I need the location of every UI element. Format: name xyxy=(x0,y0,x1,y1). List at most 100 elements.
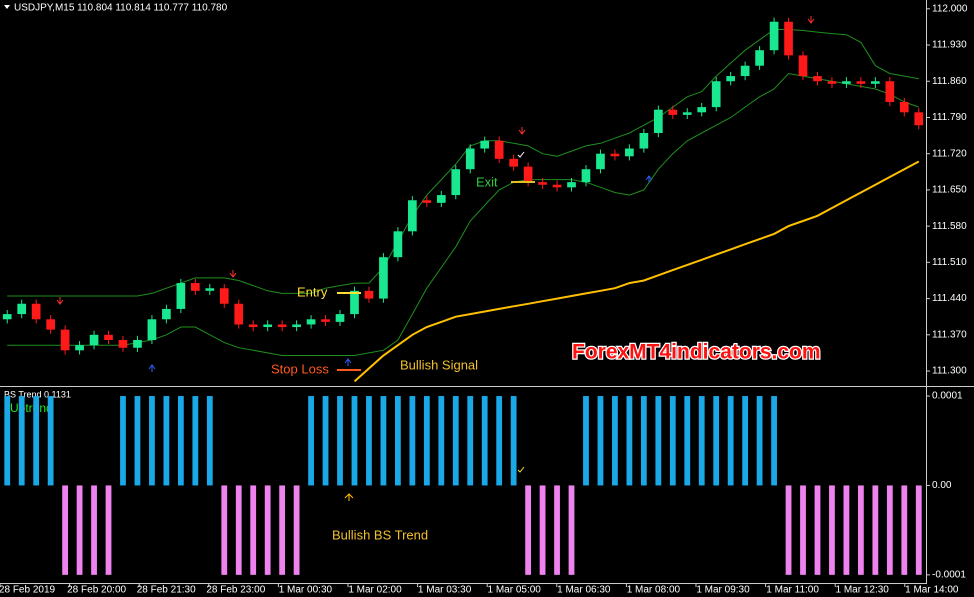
candle-body xyxy=(523,166,533,183)
annotation: Stop Loss xyxy=(271,361,329,376)
candle-body xyxy=(639,132,649,149)
trend-bar xyxy=(814,485,821,575)
candle-body xyxy=(842,81,851,84)
candle-body xyxy=(162,308,171,320)
candle-body xyxy=(31,303,41,320)
candle-body xyxy=(480,140,490,149)
indicator-line xyxy=(353,160,920,383)
candle-body xyxy=(465,148,475,170)
x-tick-label: 1 Mar 08:00 xyxy=(627,585,681,596)
candle-body xyxy=(596,153,605,170)
candle-body xyxy=(711,81,721,108)
y-tick-label: 111.720 xyxy=(932,148,967,159)
candle-body xyxy=(856,81,866,84)
candle-body xyxy=(914,112,924,126)
candle-body xyxy=(610,153,620,157)
trend-bar xyxy=(91,485,97,575)
up-marker xyxy=(344,493,354,501)
candle-body xyxy=(60,329,70,351)
annotation: Entry xyxy=(297,284,328,299)
candle-body xyxy=(538,182,547,185)
trend-bar xyxy=(843,485,850,575)
x-tick-label: 1 Mar 02:00 xyxy=(348,585,402,596)
check-icon xyxy=(517,151,525,158)
trend-bar xyxy=(727,396,734,486)
candle-body xyxy=(393,231,403,258)
candle-body xyxy=(277,324,287,328)
candle-body xyxy=(190,283,200,291)
candle-body xyxy=(682,112,692,115)
y-tick-label: 112.000 xyxy=(932,3,968,14)
trend-bar xyxy=(322,396,329,486)
candle-body xyxy=(248,324,258,328)
trend-bar xyxy=(221,485,228,575)
candle-body xyxy=(871,81,880,84)
x-tick-label: 28 Feb 2019 xyxy=(0,585,56,596)
trend-bar xyxy=(568,485,575,575)
x-tick-label: 28 Feb 23:00 xyxy=(206,585,265,596)
y-tick-label: 111.930 xyxy=(932,40,967,51)
trend-bar xyxy=(47,396,54,486)
trend-bar xyxy=(452,396,459,486)
candle-body xyxy=(118,339,128,348)
trend-bar xyxy=(872,485,879,575)
trend-bar xyxy=(163,396,170,486)
candle-body xyxy=(798,55,808,77)
sell-arrow xyxy=(56,297,64,305)
trend-bar xyxy=(409,396,416,486)
check-icon xyxy=(517,466,525,473)
trend-bar xyxy=(105,485,112,575)
y-tick-label: 111.650 xyxy=(932,185,967,196)
candle-body xyxy=(827,81,837,84)
trend-bar xyxy=(18,396,25,486)
trend-bar xyxy=(351,396,358,486)
candle-body xyxy=(335,314,345,322)
trend-bar xyxy=(264,485,271,575)
trend-bar xyxy=(33,396,40,486)
y-tick-label: 111.580 xyxy=(932,221,967,232)
candle-body xyxy=(755,50,764,66)
candle-body xyxy=(17,303,27,315)
trend-bar xyxy=(467,396,474,486)
annotations: Entry Stop Loss Bullish Signal Exit ForexMT4… xyxy=(271,174,822,542)
x-tick-label: 1 Mar 11:00 xyxy=(766,585,819,596)
candle-body xyxy=(436,195,446,203)
candle-body xyxy=(813,76,822,82)
buy-arrow xyxy=(344,358,352,366)
trend-bar xyxy=(901,485,908,575)
trend-bar xyxy=(62,485,69,575)
trend-bar xyxy=(496,396,503,486)
candle-body xyxy=(552,184,562,188)
trend-bar xyxy=(915,485,922,575)
candle-body xyxy=(784,21,793,56)
y-tick-label: 111.370 xyxy=(932,329,967,340)
candle-body xyxy=(422,200,432,203)
buy-arrow xyxy=(148,364,156,372)
sell-arrow xyxy=(807,16,815,24)
candle-body xyxy=(740,65,750,77)
trend-bar xyxy=(250,485,257,575)
x-tick-label: 28 Feb 21:30 xyxy=(137,585,196,596)
candle-body xyxy=(205,288,215,291)
candle-body xyxy=(581,169,591,183)
trend-bar xyxy=(206,396,213,486)
indicator-line xyxy=(7,72,919,356)
candle-body xyxy=(379,257,388,299)
trend-label: Uptrend xyxy=(10,401,53,415)
candle-body xyxy=(176,283,186,309)
x-tick-label: 1 Mar 05:00 xyxy=(488,585,542,596)
candle-body xyxy=(263,324,273,328)
candle-body xyxy=(364,290,374,299)
x-tick-label: 28 Feb 20:00 xyxy=(67,585,126,596)
candle-body xyxy=(2,314,12,320)
y-tick-label: 111.790 xyxy=(932,112,967,123)
trend-bar xyxy=(510,396,517,486)
trend-bar xyxy=(525,485,532,575)
trend-bar xyxy=(626,396,633,486)
trend-bar xyxy=(669,396,676,486)
candle-body xyxy=(306,319,316,325)
trend-bar xyxy=(539,485,546,575)
trend-bar xyxy=(800,485,806,575)
